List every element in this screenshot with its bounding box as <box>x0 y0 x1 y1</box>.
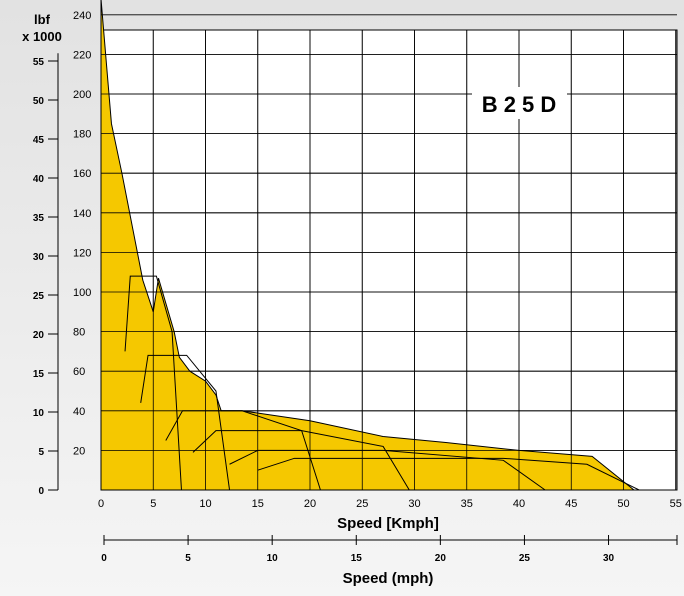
x2-tick-label: 30 <box>603 553 615 564</box>
x-tick-label: 35 <box>461 498 473 510</box>
x-tick-label: 15 <box>252 498 264 510</box>
y-outer-tick-label: 50 <box>33 96 45 107</box>
chart-title: B 2 5 D <box>482 92 557 117</box>
x-axis-label-kmph: Speed [Kmph] <box>337 515 439 532</box>
model-label-box <box>472 87 567 119</box>
y-inner-tick-label: 160 <box>73 168 91 180</box>
x2-tick-label: 25 <box>519 553 531 564</box>
y-inner-tick-label: 220 <box>73 49 91 61</box>
y-outer-unit-line1: lbf <box>34 12 51 27</box>
y-inner-tick-label: 180 <box>73 129 91 141</box>
y-inner-tick-label: 80 <box>73 327 85 339</box>
x-axis-label-mph: Speed (mph) <box>343 570 434 587</box>
y-outer-tick-label: 25 <box>33 291 45 302</box>
y-outer-tick-label: 35 <box>33 213 45 224</box>
gear-curves <box>124 275 640 491</box>
y-outer-unit-line2: x 1000 <box>22 29 62 44</box>
x-tick-label: 40 <box>513 498 525 510</box>
gear-curve-2 <box>140 354 231 491</box>
y-inner-tick-label: 40 <box>73 406 85 418</box>
y-inner-tick-label: 100 <box>73 287 91 299</box>
x2-tick-label: 0 <box>101 553 107 564</box>
x-tick-label: 5 <box>150 498 156 510</box>
x2-tick-label: 15 <box>351 553 363 564</box>
y-outer-tick-label: 45 <box>33 135 45 146</box>
y-outer-tick-label: 40 <box>33 174 45 185</box>
y-outer-tick-label: 30 <box>33 252 45 263</box>
y-inner-tick-label: 200 <box>73 89 91 101</box>
x-tick-label: 10 <box>199 498 211 510</box>
x2-tick-label: 10 <box>267 553 279 564</box>
y-outer-tick-label: 15 <box>33 369 45 380</box>
x-tick-label: 45 <box>565 498 577 510</box>
gear-curve-5 <box>229 449 546 491</box>
y-inner-tick-label: 140 <box>73 208 91 220</box>
gear-curve-1 <box>124 275 182 491</box>
y-outer-tick-label: 55 <box>33 57 45 68</box>
y-outer-tick-label: 10 <box>33 408 45 419</box>
y-inner-tick-label: 120 <box>73 247 91 259</box>
x-tick-label: 50 <box>617 498 629 510</box>
x2-tick-label: 5 <box>185 553 191 564</box>
gear-curve-4 <box>192 430 410 491</box>
y-inner-tick-label: 240 <box>73 10 91 22</box>
y-inner-tick-label: 20 <box>73 445 85 457</box>
y-outer-tick-label: 5 <box>38 447 44 458</box>
x-tick-label: 55 <box>670 498 682 510</box>
gear-curve-6 <box>257 457 640 491</box>
x-tick-label: 25 <box>356 498 368 510</box>
x-tick-label: 0 <box>98 498 104 510</box>
x-tick-label: 30 <box>408 498 420 510</box>
x-tick-label: 20 <box>304 498 316 510</box>
y-outer-tick-label: 20 <box>33 330 45 341</box>
y-inner-tick-label: 60 <box>73 366 85 378</box>
y-outer-tick-label: 0 <box>38 486 44 497</box>
axes: 2040608010012014016018020022024005101520… <box>33 10 682 564</box>
x2-tick-label: 20 <box>435 553 447 564</box>
